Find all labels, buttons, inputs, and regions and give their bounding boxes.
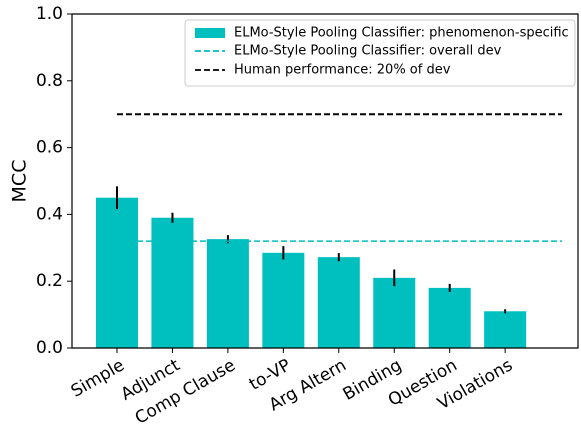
legend-box (184, 19, 576, 87)
legend-swatch (195, 28, 225, 38)
bar (484, 311, 527, 348)
axes (71, 13, 579, 349)
bar (206, 239, 249, 348)
y-tick-label: 1.0 (36, 4, 63, 24)
legend-label: ELMo-Style Pooling Classifier: phenomeno… (234, 26, 569, 41)
y-tick-label: 0.6 (36, 138, 63, 158)
bar (317, 257, 360, 348)
bar (428, 287, 471, 348)
bar (262, 252, 305, 348)
x-tick-label: Simple (68, 355, 128, 401)
legend-label: Human performance: 20% of dev (234, 63, 451, 78)
bar (373, 277, 416, 348)
y-tick-label: 0.4 (36, 204, 63, 224)
y-tick-label: 0.8 (36, 71, 63, 91)
y-tick-label: 0.0 (36, 338, 63, 358)
y-axis-label: MCC (9, 160, 31, 203)
y-tick-label: 0.2 (36, 271, 63, 291)
bar (151, 217, 194, 348)
bar (96, 197, 138, 348)
legend-label: ELMo-Style Pooling Classifier: overall d… (234, 44, 502, 59)
